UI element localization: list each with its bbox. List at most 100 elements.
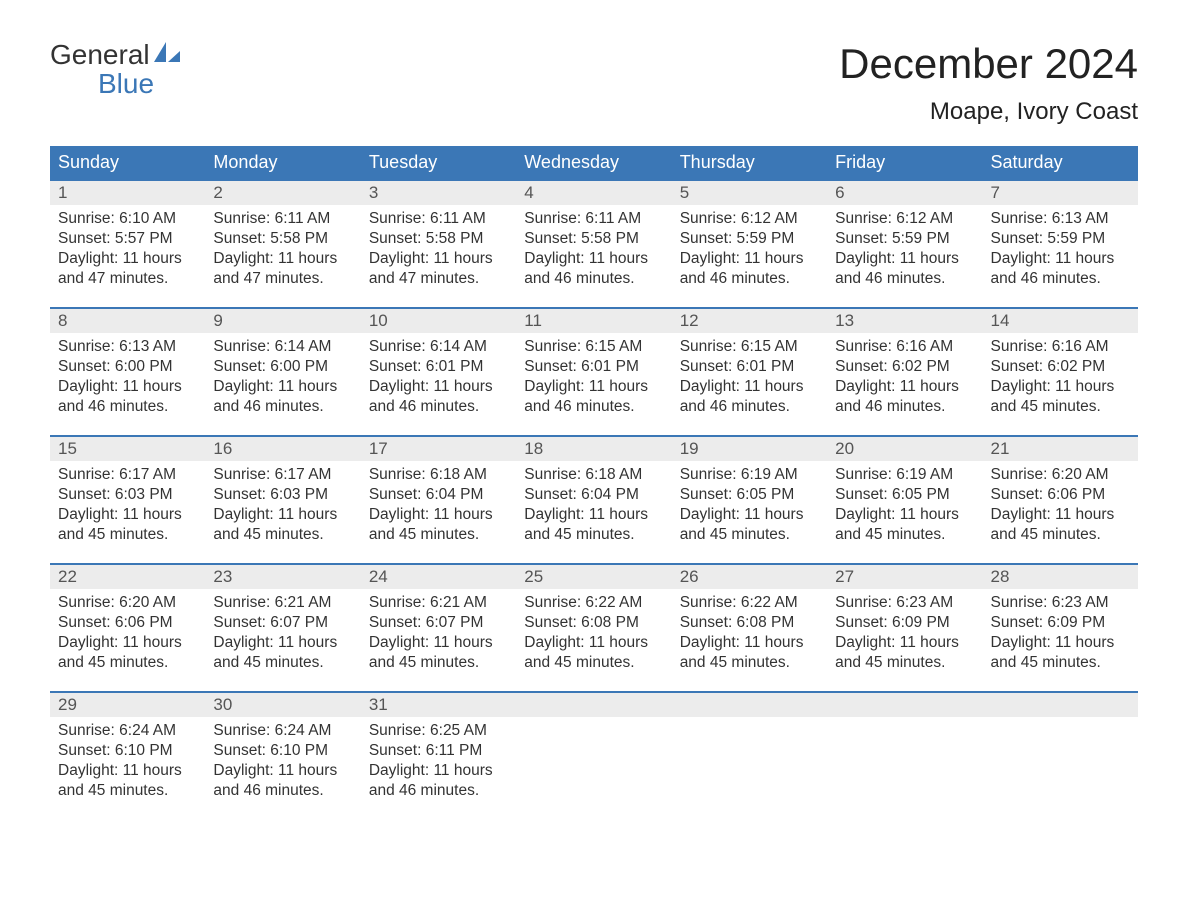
calendar-row: 29Sunrise: 6:24 AMSunset: 6:10 PMDayligh… [50,692,1138,820]
calendar-cell: 24Sunrise: 6:21 AMSunset: 6:07 PMDayligh… [361,564,516,692]
calendar-cell: 2Sunrise: 6:11 AMSunset: 5:58 PMDaylight… [205,180,360,308]
day-number: 17 [361,437,516,461]
sail-icon [154,40,180,69]
calendar-row: 1Sunrise: 6:10 AMSunset: 5:57 PMDaylight… [50,180,1138,308]
day-number: 7 [983,181,1138,205]
calendar-row: 22Sunrise: 6:20 AMSunset: 6:06 PMDayligh… [50,564,1138,692]
day-number: 19 [672,437,827,461]
calendar-row: 15Sunrise: 6:17 AMSunset: 6:03 PMDayligh… [50,436,1138,564]
col-saturday: Saturday [983,146,1138,180]
calendar-cell: 26Sunrise: 6:22 AMSunset: 6:08 PMDayligh… [672,564,827,692]
day-details: Sunrise: 6:14 AMSunset: 6:01 PMDaylight:… [361,333,516,426]
day-number: 21 [983,437,1138,461]
day-details: Sunrise: 6:19 AMSunset: 6:05 PMDaylight:… [827,461,982,554]
calendar-cell: 8Sunrise: 6:13 AMSunset: 6:00 PMDaylight… [50,308,205,436]
calendar-cell: 19Sunrise: 6:19 AMSunset: 6:05 PMDayligh… [672,436,827,564]
empty-day-header [827,693,982,717]
day-number: 20 [827,437,982,461]
day-details: Sunrise: 6:14 AMSunset: 6:00 PMDaylight:… [205,333,360,426]
day-details: Sunrise: 6:21 AMSunset: 6:07 PMDaylight:… [361,589,516,682]
day-number: 29 [50,693,205,717]
day-details: Sunrise: 6:24 AMSunset: 6:10 PMDaylight:… [50,717,205,810]
page-header: General Blue December 2024 Moape, Ivory … [50,40,1138,126]
day-details: Sunrise: 6:20 AMSunset: 6:06 PMDaylight:… [983,461,1138,554]
col-tuesday: Tuesday [361,146,516,180]
day-details: Sunrise: 6:16 AMSunset: 6:02 PMDaylight:… [827,333,982,426]
day-details: Sunrise: 6:13 AMSunset: 5:59 PMDaylight:… [983,205,1138,298]
day-number: 13 [827,309,982,333]
day-details: Sunrise: 6:11 AMSunset: 5:58 PMDaylight:… [516,205,671,298]
day-number: 18 [516,437,671,461]
day-number: 25 [516,565,671,589]
title-block: December 2024 Moape, Ivory Coast [839,40,1138,126]
day-number: 2 [205,181,360,205]
day-details: Sunrise: 6:23 AMSunset: 6:09 PMDaylight:… [983,589,1138,682]
calendar-cell: 11Sunrise: 6:15 AMSunset: 6:01 PMDayligh… [516,308,671,436]
calendar-cell: 10Sunrise: 6:14 AMSunset: 6:01 PMDayligh… [361,308,516,436]
day-number: 3 [361,181,516,205]
day-details: Sunrise: 6:22 AMSunset: 6:08 PMDaylight:… [672,589,827,682]
day-number: 4 [516,181,671,205]
calendar-cell: 21Sunrise: 6:20 AMSunset: 6:06 PMDayligh… [983,436,1138,564]
calendar-cell: 30Sunrise: 6:24 AMSunset: 6:10 PMDayligh… [205,692,360,820]
calendar-cell: 3Sunrise: 6:11 AMSunset: 5:58 PMDaylight… [361,180,516,308]
calendar-cell: 22Sunrise: 6:20 AMSunset: 6:06 PMDayligh… [50,564,205,692]
day-details: Sunrise: 6:15 AMSunset: 6:01 PMDaylight:… [516,333,671,426]
logo-word1: General [50,40,150,69]
day-details: Sunrise: 6:17 AMSunset: 6:03 PMDaylight:… [205,461,360,554]
calendar-cell: 5Sunrise: 6:12 AMSunset: 5:59 PMDaylight… [672,180,827,308]
day-details: Sunrise: 6:11 AMSunset: 5:58 PMDaylight:… [361,205,516,298]
day-number: 23 [205,565,360,589]
day-number: 5 [672,181,827,205]
calendar-cell: 28Sunrise: 6:23 AMSunset: 6:09 PMDayligh… [983,564,1138,692]
day-number: 9 [205,309,360,333]
day-number: 6 [827,181,982,205]
day-number: 10 [361,309,516,333]
calendar-cell: 16Sunrise: 6:17 AMSunset: 6:03 PMDayligh… [205,436,360,564]
day-details: Sunrise: 6:13 AMSunset: 6:00 PMDaylight:… [50,333,205,426]
weekday-header-row: Sunday Monday Tuesday Wednesday Thursday… [50,146,1138,180]
day-number: 28 [983,565,1138,589]
calendar-cell: 9Sunrise: 6:14 AMSunset: 6:00 PMDaylight… [205,308,360,436]
day-number: 22 [50,565,205,589]
brand-logo: General Blue [50,40,180,99]
calendar-cell: 1Sunrise: 6:10 AMSunset: 5:57 PMDaylight… [50,180,205,308]
location-subtitle: Moape, Ivory Coast [839,98,1138,126]
col-friday: Friday [827,146,982,180]
calendar-cell: 13Sunrise: 6:16 AMSunset: 6:02 PMDayligh… [827,308,982,436]
calendar-cell: 23Sunrise: 6:21 AMSunset: 6:07 PMDayligh… [205,564,360,692]
month-title: December 2024 [839,40,1138,88]
calendar-cell: 31Sunrise: 6:25 AMSunset: 6:11 PMDayligh… [361,692,516,820]
day-details: Sunrise: 6:23 AMSunset: 6:09 PMDaylight:… [827,589,982,682]
calendar-cell: 27Sunrise: 6:23 AMSunset: 6:09 PMDayligh… [827,564,982,692]
calendar-cell: 18Sunrise: 6:18 AMSunset: 6:04 PMDayligh… [516,436,671,564]
calendar-cell: 15Sunrise: 6:17 AMSunset: 6:03 PMDayligh… [50,436,205,564]
col-wednesday: Wednesday [516,146,671,180]
day-details: Sunrise: 6:15 AMSunset: 6:01 PMDaylight:… [672,333,827,426]
day-number: 30 [205,693,360,717]
day-number: 8 [50,309,205,333]
calendar-row: 8Sunrise: 6:13 AMSunset: 6:00 PMDaylight… [50,308,1138,436]
calendar-cell [516,692,671,820]
logo-word2: Blue [50,69,180,98]
day-details: Sunrise: 6:12 AMSunset: 5:59 PMDaylight:… [827,205,982,298]
calendar-cell: 14Sunrise: 6:16 AMSunset: 6:02 PMDayligh… [983,308,1138,436]
calendar-cell [983,692,1138,820]
day-details: Sunrise: 6:22 AMSunset: 6:08 PMDaylight:… [516,589,671,682]
day-details: Sunrise: 6:18 AMSunset: 6:04 PMDaylight:… [361,461,516,554]
day-details: Sunrise: 6:12 AMSunset: 5:59 PMDaylight:… [672,205,827,298]
day-number: 11 [516,309,671,333]
calendar-cell: 4Sunrise: 6:11 AMSunset: 5:58 PMDaylight… [516,180,671,308]
calendar-cell [827,692,982,820]
calendar-table: Sunday Monday Tuesday Wednesday Thursday… [50,146,1138,820]
calendar-cell: 20Sunrise: 6:19 AMSunset: 6:05 PMDayligh… [827,436,982,564]
day-details: Sunrise: 6:24 AMSunset: 6:10 PMDaylight:… [205,717,360,810]
calendar-cell: 6Sunrise: 6:12 AMSunset: 5:59 PMDaylight… [827,180,982,308]
empty-day-header [983,693,1138,717]
calendar-cell: 7Sunrise: 6:13 AMSunset: 5:59 PMDaylight… [983,180,1138,308]
day-number: 1 [50,181,205,205]
day-details: Sunrise: 6:11 AMSunset: 5:58 PMDaylight:… [205,205,360,298]
day-number: 12 [672,309,827,333]
calendar-cell [672,692,827,820]
day-number: 16 [205,437,360,461]
